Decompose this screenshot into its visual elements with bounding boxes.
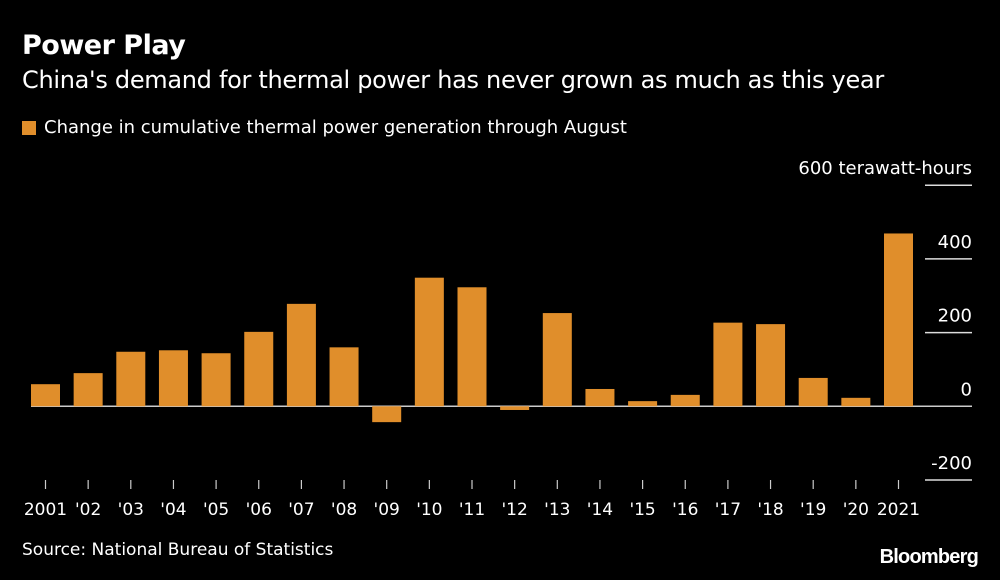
bar-04	[158, 350, 188, 407]
bar-16	[670, 394, 700, 407]
bar-06	[244, 331, 274, 407]
bar-13	[542, 313, 572, 407]
x-tick-label: '14	[587, 500, 613, 520]
chart-title: Power Play	[22, 30, 186, 61]
y-tick-label: 0	[961, 379, 972, 400]
bar-18	[756, 324, 786, 407]
x-tick-label: '12	[501, 500, 527, 520]
x-tick-label: '18	[757, 500, 783, 520]
x-tick-label: '04	[160, 500, 186, 520]
x-tick-label: '20	[843, 500, 869, 520]
bar-02	[73, 373, 103, 407]
y-tick-label: 200	[938, 306, 972, 327]
bar-08	[329, 347, 359, 407]
legend-label: Change in cumulative thermal power gener…	[44, 117, 627, 138]
x-tick-label: '08	[331, 500, 357, 520]
bar-07	[286, 303, 316, 407]
bar-20	[841, 397, 871, 407]
bar-03	[116, 351, 146, 407]
x-tick-label: '16	[672, 500, 698, 520]
x-tick-label: 2001	[24, 500, 67, 520]
x-tick-label: '15	[629, 500, 655, 520]
bar-05	[201, 353, 231, 407]
bar-14	[585, 388, 615, 407]
source-note: Source: National Bureau of Statistics	[22, 540, 334, 560]
bar-15	[628, 401, 658, 407]
x-tick-label: '03	[118, 500, 144, 520]
x-tick-label: 2021	[877, 500, 920, 520]
x-tick-label: '02	[75, 500, 101, 520]
y-tick-label: 400	[938, 232, 972, 253]
y-tick-label: -200	[931, 453, 972, 474]
legend-swatch	[22, 120, 36, 135]
legend: Change in cumulative thermal power gener…	[22, 117, 627, 138]
chart-subtitle: China's demand for thermal power has nev…	[22, 66, 884, 94]
bloomberg-logo: Bloomberg	[879, 546, 979, 568]
x-tick-label: '05	[203, 500, 229, 520]
y-tick-label: 600 terawatt-hours	[798, 158, 972, 179]
bar-17	[713, 322, 743, 407]
bar-11	[457, 287, 487, 407]
x-tick-label: '11	[459, 500, 485, 520]
x-tick-label: '06	[246, 500, 272, 520]
bar-12	[500, 406, 530, 410]
x-tick-label: '09	[374, 500, 400, 520]
x-tick-label: '19	[800, 500, 826, 520]
x-tick-label: '13	[544, 500, 570, 520]
bar-2021	[884, 233, 913, 407]
bar-2001	[31, 384, 60, 407]
bar-19	[798, 377, 828, 407]
x-tick-label: '07	[288, 500, 314, 520]
x-tick-label: '17	[715, 500, 741, 520]
bar-09	[372, 406, 402, 423]
bar-10	[414, 277, 444, 407]
x-tick-label: '10	[416, 500, 442, 520]
